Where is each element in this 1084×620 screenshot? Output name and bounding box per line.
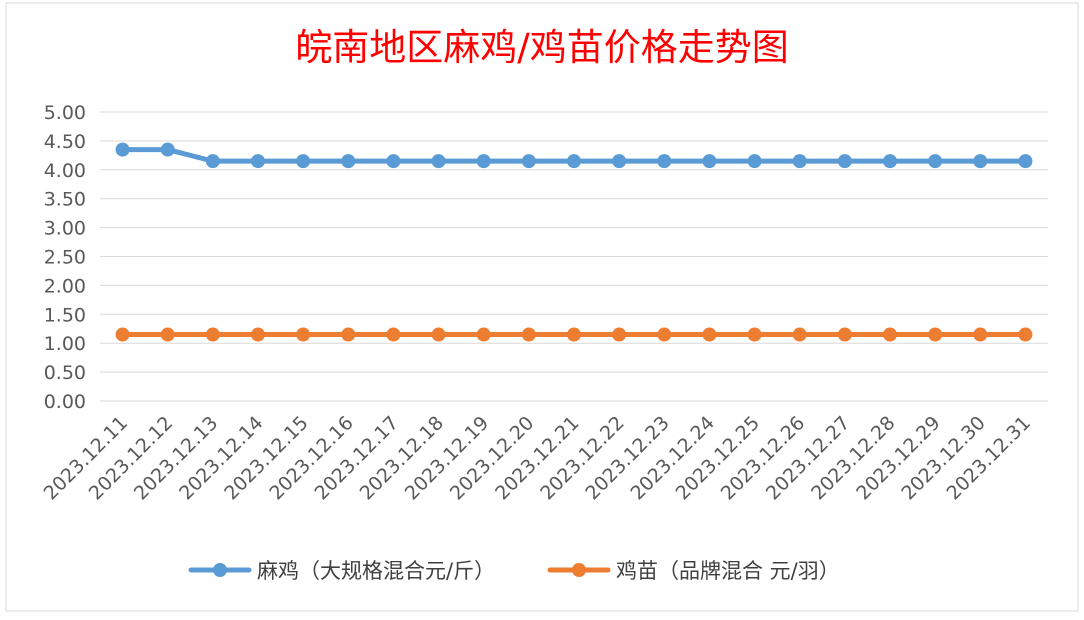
chart-title: 皖南地区麻鸡/鸡苗价格走势图 (295, 26, 788, 69)
data-point (115, 327, 130, 342)
y-tick-label: 2.00 (44, 275, 86, 297)
y-tick-label: 3.50 (44, 189, 86, 211)
data-point (702, 154, 717, 169)
data-point (205, 327, 220, 342)
data-point (973, 327, 988, 342)
y-tick-label: 4.00 (44, 160, 86, 182)
data-point (837, 327, 852, 342)
series-layer (115, 142, 1033, 342)
legend-label: 鸡苗（品牌混合 元/羽） (616, 559, 840, 583)
data-point (431, 154, 446, 169)
y-tick-label: 1.00 (44, 333, 86, 355)
y-tick-label: 1.50 (44, 304, 86, 326)
series-2 (115, 327, 1033, 342)
data-point (386, 154, 401, 169)
data-point (657, 327, 672, 342)
gridlines (100, 111, 1048, 402)
y-tick-label: 0.50 (44, 362, 86, 384)
data-point (657, 154, 672, 169)
data-point (928, 327, 943, 342)
data-point (883, 154, 897, 169)
data-point (612, 154, 627, 169)
data-point (251, 154, 265, 169)
legend-label: 麻鸡（大规格混合元/斤） (257, 559, 495, 583)
data-point (521, 154, 536, 169)
y-tick-label: 0.00 (44, 391, 86, 413)
legend-marker (213, 563, 227, 577)
data-point (296, 154, 311, 169)
data-point (160, 327, 175, 342)
legend-marker (572, 563, 586, 577)
data-point (296, 327, 311, 342)
data-point (567, 327, 581, 342)
data-point (205, 154, 220, 169)
data-point (792, 327, 807, 342)
data-point (883, 327, 897, 342)
data-point (341, 327, 356, 342)
y-tick-label: 4.50 (44, 131, 86, 153)
y-tick-label: 2.50 (44, 247, 86, 269)
data-point (837, 154, 852, 169)
data-point (747, 154, 762, 169)
data-point (521, 327, 536, 342)
y-tick-label: 3.00 (44, 218, 86, 240)
data-point (702, 327, 717, 342)
data-point (476, 154, 491, 169)
data-point (251, 327, 265, 342)
data-point (431, 327, 446, 342)
legend-item-1: 麻鸡（大规格混合元/斤） (188, 559, 495, 583)
data-point (612, 327, 627, 342)
data-point (341, 154, 356, 169)
y-tick-label: 5.00 (44, 102, 86, 124)
legend-item-2: 鸡苗（品牌混合 元/羽） (547, 559, 840, 583)
series-1 (115, 142, 1033, 169)
legend: 麻鸡（大规格混合元/斤） 鸡苗（品牌混合 元/羽） (188, 559, 840, 583)
data-point (928, 154, 943, 169)
data-point (1018, 327, 1033, 342)
data-point (386, 327, 401, 342)
data-point (115, 142, 130, 157)
data-point (792, 154, 807, 169)
data-point (567, 154, 581, 169)
data-point (160, 142, 175, 157)
y-axis-ticks: 0.00 0.50 1.00 1.50 2.00 2.50 3.00 3.50 4.00 4.50… (44, 102, 86, 413)
data-point (973, 154, 988, 169)
data-point (476, 327, 491, 342)
data-point (747, 327, 762, 342)
data-point (1018, 154, 1033, 169)
